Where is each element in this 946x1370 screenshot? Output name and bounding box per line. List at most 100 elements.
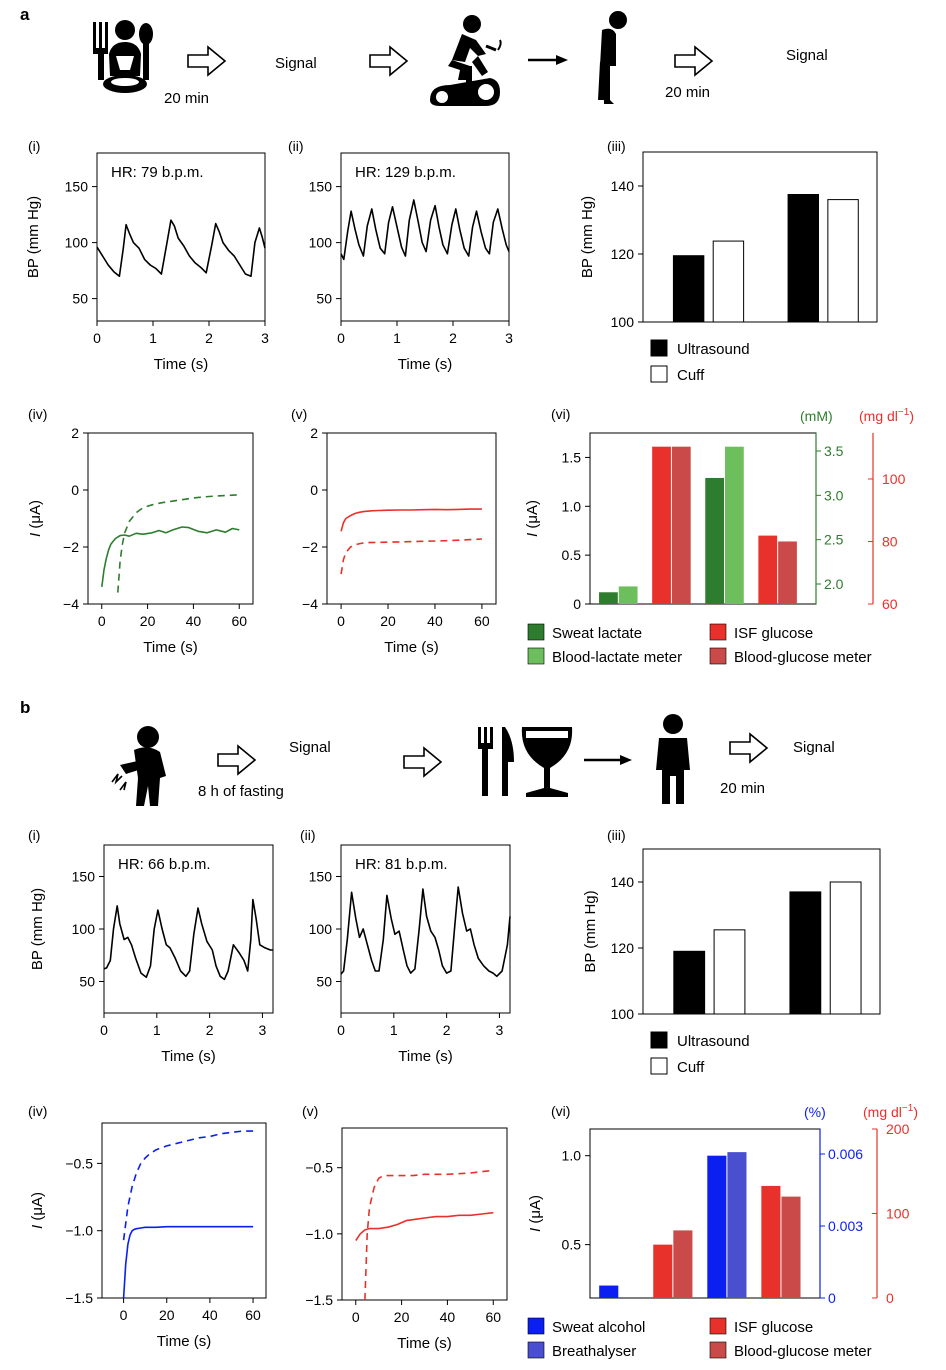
b-vi-ylabel-unit: (μA) (527, 1195, 544, 1228)
standing-person-icon (598, 11, 627, 105)
a-vi-legend-label: Blood-glucose meter (734, 649, 872, 666)
b-vi-bar-blood-glucose-meter (781, 1196, 801, 1298)
a-vi-legend-label: ISF glucose (734, 625, 813, 642)
b-vi-right1-tick-label: 0 (828, 1290, 836, 1306)
b-iv-plot-frame (101, 1122, 267, 1299)
a-vi-ylabel: I (μA) (524, 500, 541, 537)
a-vi-legend-swatch (527, 623, 545, 641)
b-vi-right2-unit-main: (mg dl (863, 1104, 902, 1120)
a-iv-series-0-line (101, 526, 240, 588)
a-iii-plot-frame (642, 151, 878, 323)
a-ii-xtick-label: 1 (393, 330, 401, 346)
a-vi-right2-unit-sup: −1 (898, 407, 910, 418)
b-iv-series-1-line (122, 1130, 254, 1241)
b-i-ytick-label: 50 (79, 974, 95, 990)
b-ii-ytick-label: 100 (309, 921, 333, 937)
workflow-b-signal-2: Signal (793, 739, 835, 756)
a-iv-xtick-label: 40 (186, 613, 202, 629)
a-iv-ytick-label: 2 (71, 425, 79, 441)
b-vi-right2-tick-label: 0 (886, 1290, 894, 1306)
stationary-bike-icon (430, 15, 502, 106)
a-i-plot-frame (96, 152, 266, 322)
a-vi-legend-label: Sweat lactate (552, 625, 642, 642)
b-iii-ylabel: BP (mm Hg) (582, 890, 599, 972)
workflow-a-time-1: 20 min (164, 90, 209, 107)
b-vi-right2-unit-sup: −1 (902, 1103, 914, 1114)
a-ii-ytick-label: 150 (309, 179, 333, 195)
a-ii-hr-annotation: HR: 129 b.p.m. (355, 164, 456, 181)
b-vi-bar-sweat-alcohol (599, 1285, 619, 1298)
a-i-hr-annotation: HR: 79 b.p.m. (111, 164, 204, 181)
a-iii-ytick-label: 100 (611, 314, 635, 330)
a-vi-right2-unit: (mg dl−1) (859, 407, 914, 424)
b-i-hr-annotation: HR: 66 b.p.m. (118, 856, 211, 873)
a-v-ytick-label: −4 (302, 596, 318, 612)
meal-icon (93, 20, 153, 93)
b-vi-legend-swatch (709, 1341, 727, 1359)
b-iv-tag: (iv) (28, 1103, 47, 1119)
a-vi-ytick-label: 0.5 (562, 547, 582, 563)
a-v-tag: (v) (291, 406, 307, 422)
b-i-xlabel: Time (s) (161, 1048, 215, 1065)
b-v-ytick-label: −1.5 (305, 1292, 333, 1308)
a-i-ytick-label: 50 (72, 291, 88, 307)
a-vi-right2-unit-close: ) (909, 408, 914, 424)
b-iii-bar-cuff (829, 881, 862, 1015)
a-iv-xtick-label: 20 (140, 613, 156, 629)
b-vi-right2-unit-close: ) (913, 1104, 918, 1120)
b-vi-legend-swatch (709, 1317, 727, 1335)
a-vi-tag: (vi) (551, 406, 570, 422)
a-ii-xtick-label: 2 (449, 330, 457, 346)
a-v-xlabel: Time (s) (384, 639, 438, 656)
a-vi-legend-swatch (527, 647, 545, 665)
a-iv-xtick-label: 0 (98, 613, 106, 629)
a-vi-right2-tick-label: 80 (882, 534, 898, 550)
workflow-a-time-2: 20 min (665, 84, 710, 101)
a-iii-ytick-label: 140 (611, 178, 635, 194)
a-ii-series-0-line (340, 199, 510, 261)
a-vi-right2-tick-label: 60 (882, 596, 898, 612)
a-vi-right1-tick-label: 3.0 (824, 487, 844, 503)
b-iv-ylabel-unit: (μA) (29, 1192, 46, 1225)
b-iii-legend-label: Cuff (677, 1059, 705, 1076)
b-ii-hr-annotation: HR: 81 b.p.m. (355, 856, 448, 873)
b-vi-bar-sweat-alcohol (707, 1155, 727, 1298)
b-iv-ytick-label: −0.5 (65, 1155, 93, 1171)
b-ii-xlabel: Time (s) (398, 1048, 452, 1065)
b-vi-bar-breathalyser (727, 1152, 747, 1298)
b-i-series-0-line (103, 898, 273, 981)
a-v-plot-frame (326, 432, 497, 605)
a-iv-tag: (iv) (28, 406, 47, 422)
b-iii-bar-ultrasound (789, 891, 822, 1015)
a-iv-ytick-label: −2 (63, 539, 79, 555)
b-i-xtick-label: 2 (206, 1022, 214, 1038)
workflow-b-time-2: 20 min (720, 780, 765, 797)
b-ii-xtick-label: 0 (337, 1022, 345, 1038)
arrowhead-icon (620, 755, 632, 765)
a-i-ytick-label: 150 (65, 179, 89, 195)
b-iii-ytick-label: 140 (611, 874, 635, 890)
a-iv-ylabel: I (μA) (27, 500, 44, 537)
a-ii-xlabel: Time (s) (398, 356, 452, 373)
a-ii-xtick-label: 0 (337, 330, 345, 346)
a-iii-bar-ultrasound (787, 194, 820, 323)
a-iv-series-1-line (117, 494, 240, 593)
b-vi-legend-swatch (527, 1317, 545, 1335)
a-iii-ytick-label: 120 (611, 246, 635, 262)
b-vi-right1-tick-label: 0.003 (828, 1218, 863, 1234)
b-ii-xtick-label: 1 (390, 1022, 398, 1038)
a-ii-plot-frame (340, 152, 510, 322)
b-vi-ylabel: I (μA) (527, 1195, 544, 1232)
a-ii-ytick-label: 100 (309, 235, 333, 251)
b-iii-bar-cuff (713, 929, 746, 1015)
b-iv-xlabel: Time (s) (157, 1333, 211, 1350)
workflow-a-signal-2: Signal (786, 47, 828, 64)
b-vi-legend-label: ISF glucose (734, 1319, 813, 1336)
fork-knife-wine-icon (478, 727, 573, 797)
b-vi-ylabel-symbol: I (527, 1228, 544, 1232)
b-ii-series-0-line (340, 886, 511, 978)
a-iii-legend-label: Ultrasound (677, 341, 750, 358)
b-ii-ytick-label: 150 (309, 869, 333, 885)
b-vi-legend-label: Breathalyser (552, 1343, 636, 1360)
